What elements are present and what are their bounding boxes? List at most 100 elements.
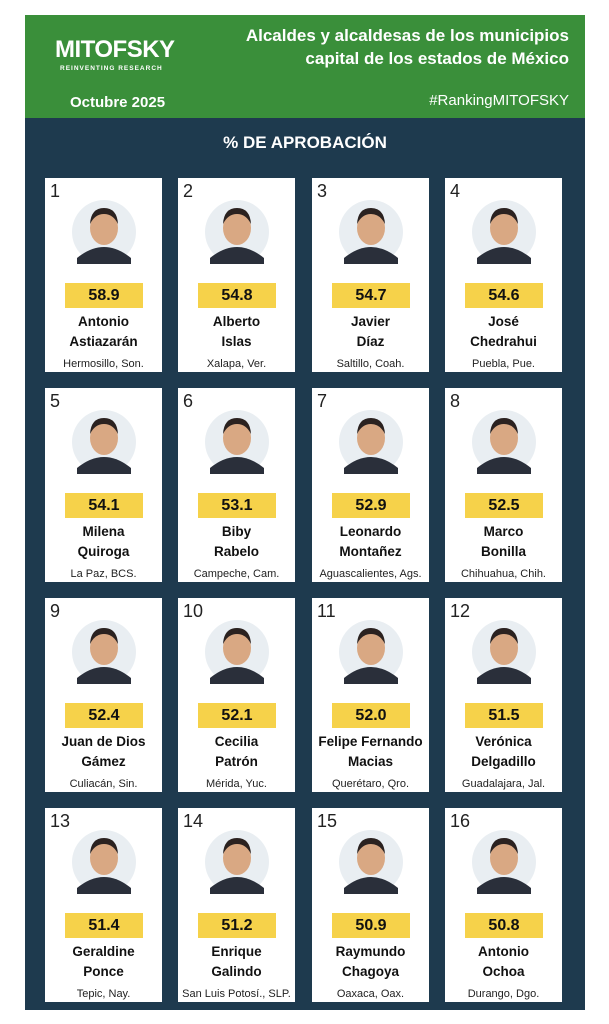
score: 51.2 — [198, 913, 276, 938]
candidate-name: Gámez — [81, 754, 126, 769]
photo — [339, 620, 403, 684]
score: 58.9 — [65, 283, 143, 308]
candidate-card: 3 54.7 Javier Díaz Saltillo, Coah. — [312, 178, 429, 372]
rank: 13 — [50, 811, 71, 831]
city: Tepic, Nay. — [76, 988, 131, 1000]
candidate-name: Chagoya — [341, 964, 399, 979]
photo — [339, 410, 403, 474]
candidate-card: 13 51.4 Geraldine Ponce Tepic, Nay. — [45, 808, 162, 1002]
city: Campeche, Cam. — [193, 568, 280, 580]
score: 53.1 — [198, 493, 276, 518]
score: 54.8 — [198, 283, 276, 308]
photo — [339, 200, 403, 264]
score: 50.9 — [332, 913, 410, 938]
city: San Luis Potosí., SLP. — [182, 988, 291, 1000]
score: 52.1 — [198, 703, 276, 728]
candidate-name: Montañez — [339, 544, 402, 559]
candidate-name: Biby — [221, 524, 252, 539]
photo — [472, 620, 536, 684]
city: Chihuahua, Chih. — [460, 568, 546, 580]
candidate-card: 10 52.1 Cecilia Patrón Mérida, Yuc. — [178, 598, 295, 792]
candidate-name: Patrón — [215, 754, 258, 769]
rank: 15 — [317, 811, 338, 831]
score: 51.5 — [465, 703, 543, 728]
photo — [339, 830, 403, 894]
photo — [205, 620, 269, 684]
logo: MITOFSKY — [55, 36, 175, 63]
score: 52.4 — [65, 703, 143, 728]
score: 51.4 — [65, 913, 143, 938]
candidate-card: 6 53.1 Biby Rabelo Campeche, Cam. — [178, 388, 295, 582]
hashtag: #RankingMITOFSKY — [429, 92, 569, 109]
photo — [472, 410, 536, 474]
photo — [72, 620, 136, 684]
candidate-name: Geraldine — [72, 944, 135, 959]
city: Aguascalientes, Ags. — [319, 568, 422, 580]
candidate-name: Cecilia — [214, 734, 259, 749]
candidate-name: Leonardo — [339, 524, 402, 539]
candidate-name: Antonio — [78, 314, 129, 329]
city: La Paz, BCS. — [70, 568, 137, 580]
photo — [72, 830, 136, 894]
candidate-card: 8 52.5 Marco Bonilla Chihuahua, Chih. — [445, 388, 562, 582]
candidate-name: Ochoa — [482, 964, 525, 979]
candidate-name: Marco — [483, 524, 524, 539]
score: 52.9 — [332, 493, 410, 518]
score: 52.0 — [332, 703, 410, 728]
rank: 3 — [317, 181, 328, 201]
candidate-name: Quiroga — [77, 544, 130, 559]
candidate-card: 15 50.9 Raymundo Chagoya Oaxaca, Oax. — [312, 808, 429, 1002]
candidate-name: Juan de Dios — [61, 734, 146, 749]
score: 54.1 — [65, 493, 143, 518]
score: 52.5 — [465, 493, 543, 518]
candidate-name: Javier — [350, 314, 391, 329]
candidate-name: Antonio — [478, 944, 529, 959]
candidate-card: 14 51.2 Enrique Galindo San Luis Potosí., SL… — [178, 808, 295, 1002]
candidate-card: 1 58.9 Antonio Astiazarán Hermosillo, Son. — [45, 178, 162, 372]
city: Guadalajara, Jal. — [461, 778, 546, 790]
candidate-name: Díaz — [356, 334, 385, 349]
candidate-name: Milena — [82, 524, 125, 539]
score: 50.8 — [465, 913, 543, 938]
city: Saltillo, Coah. — [336, 358, 405, 370]
candidate-card: 9 52.4 Juan de Dios Gámez Culiacán, Sin. — [45, 598, 162, 792]
rank: 14 — [183, 811, 204, 831]
rank: 5 — [50, 391, 61, 411]
city: Durango, Dgo. — [467, 988, 540, 1000]
score: 54.6 — [465, 283, 543, 308]
candidate-card: 5 54.1 Milena Quiroga La Paz, BCS. — [45, 388, 162, 582]
candidate-card: 11 52.0 Felipe Fernando Macias Querétaro, Qr… — [312, 598, 429, 792]
candidate-name: Delgadillo — [471, 754, 536, 769]
rank: 16 — [450, 811, 471, 831]
title: capital de los estados de México — [305, 49, 569, 68]
candidate-name: Enrique — [211, 944, 262, 959]
city: Oaxaca, Oax. — [336, 988, 405, 1000]
candidate-card: 2 54.8 Alberto Islas Xalapa, Ver. — [178, 178, 295, 372]
date: Octubre 2025 — [70, 94, 166, 111]
candidate-name: Galindo — [211, 964, 262, 979]
photo — [205, 200, 269, 264]
rank: 7 — [317, 391, 328, 411]
candidate-name: Islas — [221, 334, 252, 349]
candidate-name: Raymundo — [335, 944, 406, 959]
city: Mérida, Yuc. — [206, 778, 267, 790]
photo — [472, 830, 536, 894]
candidate-name: José — [488, 314, 519, 329]
candidate-card: 16 50.8 Antonio Ochoa Durango, Dgo. — [445, 808, 562, 1002]
photo — [72, 200, 136, 264]
rank: 9 — [50, 601, 61, 621]
photo — [72, 410, 136, 474]
city: Hermosillo, Son. — [63, 358, 144, 370]
city: Xalapa, Ver. — [206, 358, 267, 370]
header-band — [25, 15, 585, 118]
candidate-name: Chedrahui — [470, 334, 537, 349]
city: Puebla, Pue. — [472, 358, 535, 370]
rank: 1 — [50, 181, 61, 201]
candidate-name: Rabelo — [213, 544, 259, 559]
rank: 2 — [183, 181, 194, 201]
photo — [472, 200, 536, 264]
city: Culiacán, Sin. — [69, 778, 138, 790]
photo — [205, 410, 269, 474]
heading: % DE APROBACIÓN — [223, 133, 387, 152]
